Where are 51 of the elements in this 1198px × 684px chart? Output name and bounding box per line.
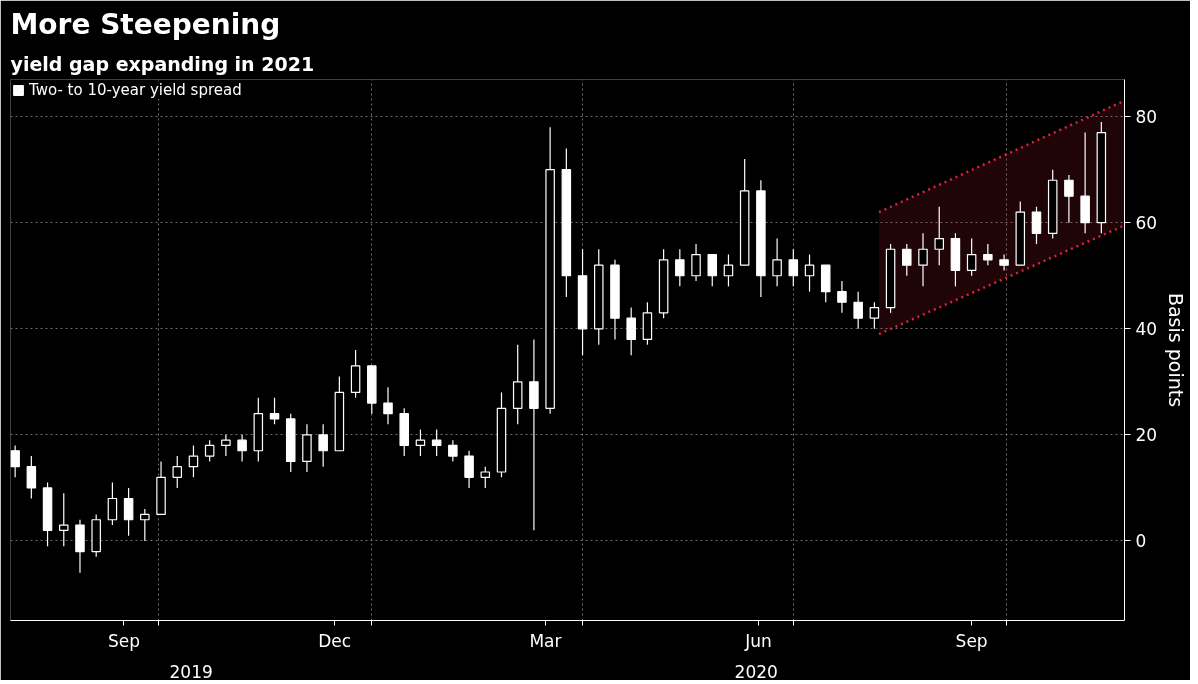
candlestick <box>1064 174 1074 224</box>
x-tick-label: Sep <box>107 630 141 651</box>
y-axis-title: Basis points <box>1165 292 1188 408</box>
candlestick <box>172 455 183 489</box>
candlestick <box>869 301 880 330</box>
candlestick <box>934 206 944 266</box>
candlestick <box>966 238 977 277</box>
candlestick <box>383 386 393 425</box>
candlestick <box>480 466 491 489</box>
candlestick <box>983 243 993 266</box>
candlestick <box>10 444 20 478</box>
candlestick <box>675 248 685 287</box>
x2-tick-label: 2019 <box>169 661 213 682</box>
candlestick <box>140 508 150 542</box>
candlestick <box>1031 206 1042 245</box>
candlestick <box>788 248 799 287</box>
candlestick <box>691 243 701 282</box>
candlestick <box>626 306 636 356</box>
candlestick <box>464 450 474 489</box>
candlestick <box>204 439 215 462</box>
x-tick-label: Mar <box>529 630 562 651</box>
chart-title: More Steepening <box>10 7 281 41</box>
candlestick <box>723 253 734 287</box>
legend-label: Two- to 10-year yield spread <box>29 81 242 99</box>
candlestick <box>188 444 199 478</box>
candlestick <box>448 439 458 462</box>
candlestick <box>107 482 118 526</box>
x-tick-label: Jun <box>744 630 772 651</box>
chart-subtitle: yield gap expanding in 2021 <box>10 52 315 75</box>
candlestick <box>269 397 280 425</box>
x-tick-label: Dec <box>318 630 352 651</box>
candlestick <box>918 232 928 287</box>
y-tick-label: 80 <box>1135 107 1158 128</box>
x-tick-label: Sep <box>955 630 988 651</box>
candlestick <box>26 455 37 500</box>
y-tick-label: 20 <box>1135 425 1158 446</box>
candlestick <box>59 492 69 547</box>
candlestick <box>772 238 782 287</box>
candlestick <box>707 253 718 287</box>
y-tick-label: 0 <box>1135 531 1147 552</box>
candlestick <box>853 291 863 330</box>
candlestick <box>221 434 231 457</box>
candlestick <box>123 487 134 537</box>
candlestick <box>237 434 247 462</box>
y-tick-label: 60 <box>1135 213 1158 234</box>
candlestick <box>318 423 328 468</box>
y-tick-label: 40 <box>1135 319 1158 340</box>
x2-tick-label: 2020 <box>734 661 778 682</box>
candlestick <box>902 243 912 277</box>
candlestick <box>804 253 815 293</box>
candlestick <box>837 280 847 314</box>
